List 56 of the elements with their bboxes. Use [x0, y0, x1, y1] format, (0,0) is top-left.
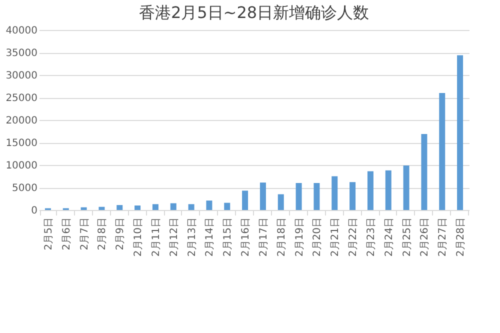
bar: [152, 204, 158, 210]
x-tick-label: 2月27日: [438, 218, 449, 257]
x-tick-label: 2月16日: [240, 218, 252, 257]
x-tick-label: 2月28日: [456, 218, 467, 257]
y-tick-label: 15000: [6, 138, 38, 149]
x-tick-label: 2月11日: [150, 218, 162, 257]
y-tick-label: 5000: [12, 183, 38, 194]
bar: [224, 202, 230, 210]
bar: [296, 183, 302, 210]
x-tick-label: 2月5日: [43, 218, 54, 250]
x-tick-label: 2月12日: [168, 218, 180, 257]
x-tick-label: 2月13日: [186, 218, 198, 257]
bar: [403, 165, 410, 210]
x-tick-label: 2月20日: [312, 218, 324, 257]
bar: [116, 205, 123, 210]
x-tick-label: 2月9日: [115, 218, 126, 250]
bar: [457, 55, 464, 210]
x-tick-label: 2月23日: [366, 218, 377, 257]
y-tick-label: 20000: [6, 116, 38, 126]
x-tick-label: 2月14日: [204, 218, 216, 257]
x-tick-label: 2月17日: [258, 218, 270, 257]
bar: [188, 204, 194, 210]
bar: [421, 134, 428, 210]
chart-title: 香港2月5日~28日新增确诊人数: [138, 3, 370, 22]
x-tick-label: 2月24日: [384, 218, 395, 257]
x-tick-label: 2月25日: [402, 218, 413, 257]
x-tick-label: 2月7日: [79, 218, 90, 250]
y-tick-label: 40000: [6, 26, 38, 36]
bar: [242, 190, 248, 210]
bar: [350, 182, 356, 210]
x-tick-label: 2月6日: [61, 218, 72, 250]
y-tick-label: 10000: [6, 160, 38, 172]
bar: [260, 182, 266, 210]
bar: [332, 176, 338, 210]
bar: [314, 183, 320, 210]
x-tick-label: 2月21日: [330, 218, 342, 257]
y-tick-label: 30000: [6, 70, 38, 82]
y-tick-label: 35000: [6, 48, 38, 59]
bar: [170, 203, 176, 210]
x-tick-label: 2月15日: [222, 218, 234, 257]
x-tick-label: 2月10日: [133, 218, 144, 257]
bar: [278, 194, 284, 210]
bar: [439, 93, 446, 210]
x-tick-label: 2月26日: [420, 218, 431, 257]
x-tick-label: 2月18日: [276, 218, 288, 257]
bar: [367, 171, 374, 210]
bar: [134, 206, 141, 210]
bar: [385, 170, 392, 210]
x-tick-label: 2月19日: [294, 218, 306, 257]
bar: [80, 207, 87, 210]
x-tick-label: 2月22日: [348, 218, 360, 257]
x-tick-label: 2月8日: [97, 218, 108, 250]
y-tick-label: 25000: [6, 93, 38, 104]
bar: [98, 206, 105, 210]
bar: [206, 200, 212, 210]
y-tick-label: 0: [31, 206, 38, 216]
